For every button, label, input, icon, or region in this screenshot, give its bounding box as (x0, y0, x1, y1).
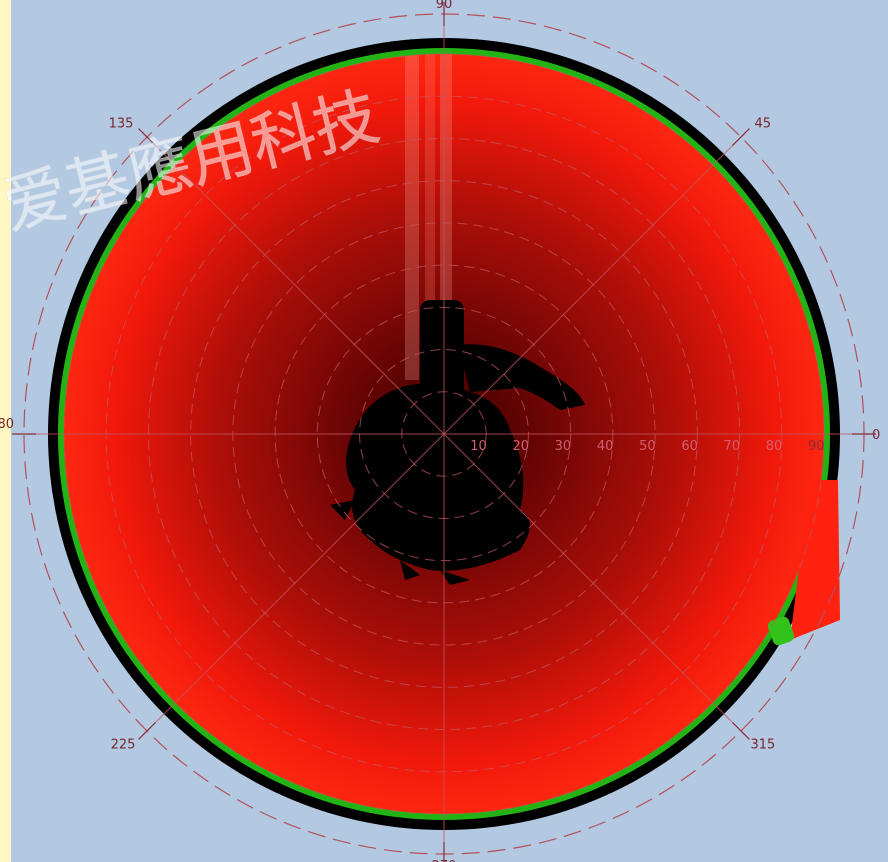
radial-label-30: 30 (555, 439, 572, 454)
radial-label-80: 80 (766, 439, 783, 454)
angle-label-135: 135 (109, 116, 134, 131)
radial-label-10: 10 (470, 439, 487, 454)
radial-label-40: 40 (597, 439, 614, 454)
radial-label-60: 60 (681, 439, 698, 454)
radial-label-70: 70 (724, 439, 741, 454)
spoke-225 (143, 433, 445, 735)
radial-label-90: 90 (808, 439, 825, 454)
left-panel-edge (0, 0, 11, 862)
angle-tick-45 (732, 128, 750, 146)
green-marker (767, 616, 795, 646)
radial-label-50: 50 (639, 439, 656, 454)
angle-tick-315 (732, 722, 750, 740)
angle-label-270: 270 (432, 859, 457, 862)
radial-labels: 10 20 30 40 50 60 70 80 90 (470, 439, 824, 454)
spoke-45 (443, 133, 745, 435)
field-streaks (405, 54, 452, 380)
angle-tick-225 (138, 722, 156, 740)
polar-spokes (12, 2, 876, 862)
angle-label-315: 315 (751, 738, 776, 753)
angle-tick-135 (138, 128, 156, 146)
angle-label-225: 225 (111, 738, 136, 753)
spoke-315 (443, 433, 745, 735)
angle-label-45: 45 (755, 116, 772, 131)
obstruction-blob (330, 300, 585, 585)
angle-label-0: 0 (872, 428, 880, 443)
spoke-135 (143, 133, 445, 435)
angle-label-180: 180 (0, 417, 14, 432)
angle-label-90: 90 (436, 0, 453, 12)
rim-gap (790, 480, 840, 640)
radial-label-20: 20 (512, 439, 529, 454)
